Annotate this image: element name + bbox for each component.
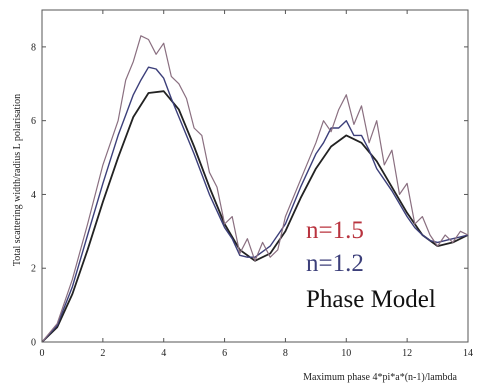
plot-frame — [41, 9, 469, 343]
x-axis-label: Maximum phase 4*pi*a*(n-1)/lambda — [303, 372, 457, 383]
x-tick-label: 8 — [283, 348, 288, 359]
y-tick-label: 4 — [31, 190, 36, 201]
x-tick-label: 12 — [402, 348, 412, 359]
x-tick-label: 14 — [463, 348, 473, 359]
y-axis-label: Total scattering width/radius L polarisa… — [12, 94, 23, 266]
x-tick-label: 4 — [161, 348, 166, 359]
legend-entry-n12: n=1.2 — [306, 250, 364, 277]
x-tick-label: 0 — [40, 348, 45, 359]
y-tick-label: 0 — [31, 338, 36, 349]
y-axis-ticks: 0 2 4 6 8 — [31, 42, 468, 349]
legend-entry-n15: n=1.5 — [306, 217, 364, 244]
x-tick-label: 6 — [222, 348, 227, 359]
x-tick-label: 10 — [341, 348, 351, 359]
y-tick-label: 2 — [31, 264, 36, 275]
legend-entry-phase-model: Phase Model — [306, 286, 436, 313]
series-layer — [41, 35, 469, 343]
x-tick-label: 2 — [100, 348, 105, 359]
x-axis-ticks: 0 2 4 6 8 10 12 14 — [40, 10, 473, 359]
y-tick-label: 8 — [31, 42, 36, 53]
series-line-n-1-2 — [41, 66, 469, 343]
y-tick-label: 6 — [31, 116, 36, 127]
legend: n=1.5 n=1.2 Phase Model — [306, 217, 436, 313]
series-line-n-1-5 — [41, 35, 469, 343]
